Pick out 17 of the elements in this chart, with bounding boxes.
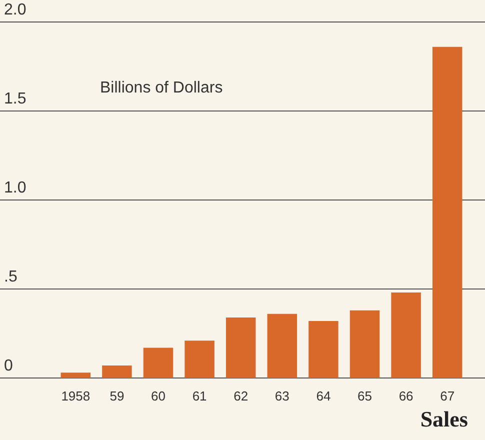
x-tick-label: 62 <box>234 388 248 404</box>
y-tick-label: 1.5 <box>4 90 26 108</box>
text: Sales <box>420 406 468 432</box>
x-tick-label: 60 <box>151 388 166 404</box>
x-tick-label: 65 <box>358 388 372 404</box>
x-tick-label: 66 <box>398 388 414 404</box>
x-tick-label: 59 <box>110 388 124 404</box>
x-tick-label: 67 <box>440 388 455 404</box>
y-tick-label: 1.0 <box>4 179 26 196</box>
y-tick-label: .5 <box>4 268 18 286</box>
y-tick-label: 0 <box>4 357 13 374</box>
annotation: Billions of Dollars <box>100 79 223 96</box>
x-tick-label: 63 <box>274 388 290 404</box>
x-tick-label: 61 <box>192 388 207 404</box>
x-tick-label: 1958 <box>61 388 90 404</box>
y-tick-label: 2.0 <box>4 1 26 18</box>
x-tick-label: 64 <box>316 388 331 404</box>
